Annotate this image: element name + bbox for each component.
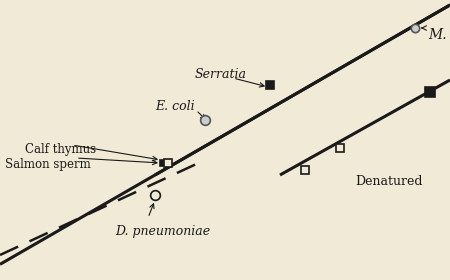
Text: Denatured: Denatured (355, 175, 423, 188)
Text: Serratia: Serratia (195, 68, 247, 81)
Text: Salmon sperm: Salmon sperm (5, 158, 91, 171)
Text: D. pneumoniae: D. pneumoniae (115, 225, 210, 238)
Text: M.: M. (428, 28, 446, 42)
Text: E. coli: E. coli (155, 100, 194, 113)
Text: Calf thymus: Calf thymus (25, 143, 96, 156)
